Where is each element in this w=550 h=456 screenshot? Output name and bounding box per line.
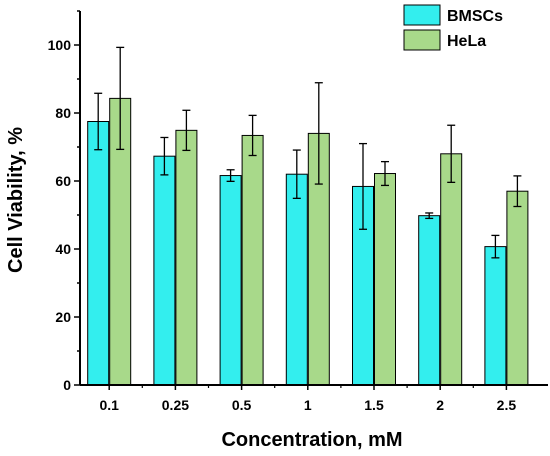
bar-bmscs-0.5 xyxy=(219,175,242,386)
error-bars-layer xyxy=(94,46,522,259)
y-tick-label-20: 20 xyxy=(55,309,71,325)
y-tick-label-60: 60 xyxy=(55,173,71,189)
legend-swatch-bmscs xyxy=(403,4,441,26)
bar-bmscs-0.25 xyxy=(153,155,176,386)
error-bar-hela-0.5 xyxy=(248,114,257,157)
bar-bmscs-2 xyxy=(418,215,441,386)
legend-label-hela: HeLa xyxy=(447,33,486,50)
axes-layer xyxy=(79,11,548,386)
error-bar-hela-2 xyxy=(447,124,456,184)
bar-hela-2.5 xyxy=(506,190,529,386)
error-bar-bmscs-1 xyxy=(292,149,301,199)
legend-label-bmscs: BMSCs xyxy=(447,8,503,25)
x-tick-label-0.25: 0.25 xyxy=(162,397,189,413)
y-tick-label-100: 100 xyxy=(48,37,72,53)
error-bar-bmscs-1.5 xyxy=(359,142,367,230)
y-tick-label-80: 80 xyxy=(55,105,71,121)
x-tick-label-2: 2 xyxy=(436,397,444,413)
bar-bmscs-0.1 xyxy=(87,121,110,386)
y-tick-label-40: 40 xyxy=(55,241,71,257)
x-tick-label-1: 1 xyxy=(304,397,312,413)
y-tick-label-0: 0 xyxy=(63,377,71,393)
error-bar-bmscs-2 xyxy=(425,212,434,220)
x-tick-label-1.5: 1.5 xyxy=(364,397,384,413)
error-bar-bmscs-2.5 xyxy=(491,234,500,259)
error-bar-hela-2.5 xyxy=(513,175,522,208)
x-tick-label-0.1: 0.1 xyxy=(99,397,119,413)
x-tick-label-2.5: 2.5 xyxy=(497,397,517,413)
error-bar-bmscs-0.1 xyxy=(94,92,103,151)
bar-hela-2 xyxy=(440,153,463,386)
error-bar-hela-0.1 xyxy=(116,46,125,151)
error-bar-bmscs-0.5 xyxy=(226,169,235,182)
legend: BMSCs HeLa xyxy=(403,4,503,51)
error-bar-bmscs-0.25 xyxy=(160,136,169,176)
legend-swatch-hela xyxy=(403,29,441,51)
bar-hela-0.25 xyxy=(175,129,198,386)
bar-hela-0.5 xyxy=(241,134,264,386)
error-bar-hela-0.25 xyxy=(182,109,191,152)
x-tick-label-0.5: 0.5 xyxy=(232,397,252,413)
bars-layer xyxy=(87,97,529,386)
x-axis-title: Concentration, mM xyxy=(221,429,402,451)
error-bar-hela-1 xyxy=(314,82,323,185)
ticks-layer: 0 20 40 60 80 100 0.1 0.25 0.5 1 1.5 2 2.5 xyxy=(48,10,517,413)
y-axis-title: Cell Viability, % xyxy=(5,127,27,273)
error-bar-hela-1.5 xyxy=(381,160,389,187)
bar-bmscs-1 xyxy=(285,173,308,386)
bar-bmscs-2.5 xyxy=(484,246,507,386)
bar-hela-1.5 xyxy=(374,173,396,386)
